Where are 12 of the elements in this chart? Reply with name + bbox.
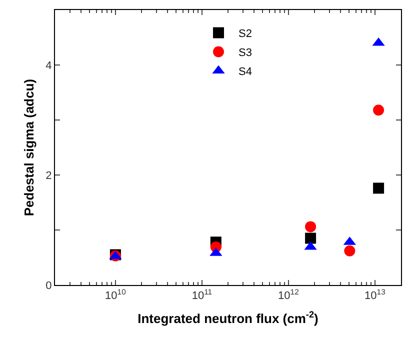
x-tick-label: 10$^{13}$ <box>364 288 386 302</box>
legend-label: S2 <box>238 28 252 40</box>
x-tick-label: 10$^{11}$ <box>192 288 212 302</box>
x-tick-label: 10$^{10}$ <box>105 288 126 302</box>
y-axis-title: Pedestal sigma (adcu) <box>22 78 37 216</box>
x-axis-title: Integrated neutron flux (cm$^{-2}$) <box>138 309 318 326</box>
y-tick-label: 4 <box>46 60 52 72</box>
legend-label: S4 <box>238 66 252 78</box>
y-tick-label: 2 <box>46 170 52 182</box>
legend-label: S3 <box>238 47 252 60</box>
y-tick-label: 0 <box>46 280 52 292</box>
x-tick-label: 10$^{12}$ <box>278 288 299 302</box>
